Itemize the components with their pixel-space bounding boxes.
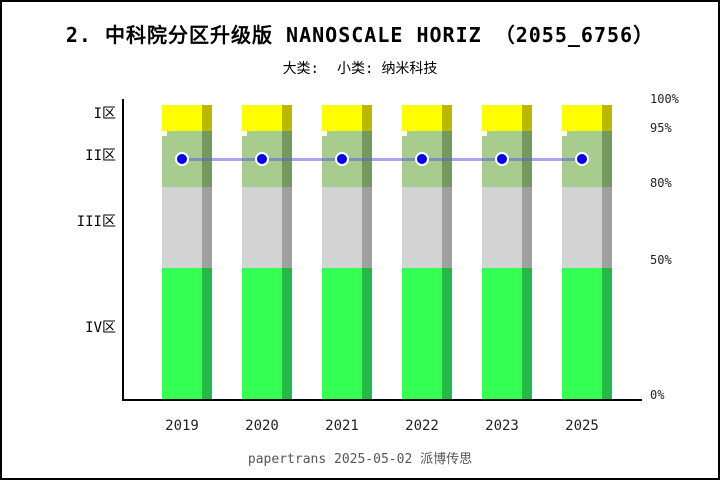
bar-2019-zone-1-shadow <box>202 105 212 131</box>
bar-2023-zone-3 <box>482 187 522 268</box>
x-axis-line <box>122 399 642 401</box>
bar-2020-zone-1 <box>242 105 282 131</box>
bar-2020-zone-4-shadow <box>282 268 292 399</box>
chart-title: 2. 中科院分区升级版 NANOSCALE HORIZ （2055_6756） <box>65 23 655 47</box>
bar-2020-zone-3 <box>242 187 282 268</box>
bar-2019-zone-3-shadow <box>202 187 212 268</box>
y-tick-95: 95% <box>650 121 672 135</box>
percentile-trend-line <box>182 158 582 161</box>
minor-category-value: 纳米科技 <box>381 61 438 77</box>
bar-2021-zone-4 <box>322 268 362 399</box>
bar-2025-zone-1-shadow <box>602 105 612 131</box>
y-tick-80: 80% <box>650 176 672 190</box>
bar-2019-zone-1 <box>162 105 202 131</box>
bar-2025-zone-3 <box>562 187 602 268</box>
bar-2020-zone-1-shadow <box>282 105 292 131</box>
bar-2023-zone-1-shadow <box>522 105 532 131</box>
bar-2023-zone-4 <box>482 268 522 399</box>
bar-2022-zone-1-shadow <box>442 105 452 131</box>
bar-2022-zone-4-shadow <box>442 268 452 399</box>
bar-2019-notch <box>161 131 167 136</box>
bar-2022-zone-3 <box>402 187 442 268</box>
bar-2022-zone-3-shadow <box>442 187 452 268</box>
bar-2020-zone-4 <box>242 268 282 399</box>
bar-2021-zone-1 <box>322 105 362 131</box>
bar-2025-zone-1 <box>562 105 602 131</box>
bar-2021-zone-1-shadow <box>362 105 372 131</box>
bar-2019-zone-4 <box>162 268 202 399</box>
x-label-2025: 2025 <box>565 418 599 434</box>
percentile-dot-2020 <box>255 152 269 166</box>
percentile-dot-2022 <box>415 152 429 166</box>
y-axis-line <box>122 99 124 401</box>
bar-2023-zone-4-shadow <box>522 268 532 399</box>
chart-subtitle: 大类: 小类: 纳米科技 <box>2 58 718 78</box>
bar-2025-notch <box>561 131 567 136</box>
bar-2020-notch <box>241 131 247 136</box>
percentile-dot-2025 <box>575 152 589 166</box>
bar-2025-zone-4-shadow <box>602 268 612 399</box>
y-tick-50: 50% <box>650 253 672 267</box>
x-label-2021: 2021 <box>325 418 359 434</box>
zone-label-3: III区 <box>76 214 116 230</box>
bar-2021-zone-4-shadow <box>362 268 372 399</box>
y-tick-0: 0% <box>650 388 665 402</box>
x-label-2022: 2022 <box>405 418 439 434</box>
bar-2019-zone-4-shadow <box>202 268 212 399</box>
y-tick-100: 100% <box>650 92 679 106</box>
percentile-dot-2021 <box>335 152 349 166</box>
minor-category-label: 小类: <box>337 61 374 77</box>
bar-2023-zone-3-shadow <box>522 187 532 268</box>
bar-2021-zone-3-shadow <box>362 187 372 268</box>
footer-credit: papertrans 2025-05-02 派博传思 <box>247 452 473 467</box>
bar-2025-zone-3-shadow <box>602 187 612 268</box>
major-category-label: 大类: <box>282 61 319 77</box>
x-label-2023: 2023 <box>485 418 519 434</box>
zone-label-2: II区 <box>85 148 116 164</box>
bar-2021-zone-3 <box>322 187 362 268</box>
bar-2025-zone-2-shadow <box>602 131 612 187</box>
bar-2022-zone-4 <box>402 268 442 399</box>
bar-2020-zone-3-shadow <box>282 187 292 268</box>
zone-label-4: IV区 <box>85 320 116 336</box>
percentile-dot-2019 <box>175 152 189 166</box>
bar-2023-zone-1 <box>482 105 522 131</box>
bar-2022-zone-1 <box>402 105 442 131</box>
zone-label-1: I区 <box>93 106 116 122</box>
bar-2023-notch <box>481 131 487 136</box>
bar-2022-notch <box>401 131 407 136</box>
percentile-dot-2023 <box>495 152 509 166</box>
bar-2021-notch <box>321 131 327 136</box>
bar-2025-zone-4 <box>562 268 602 399</box>
x-label-2020: 2020 <box>245 418 279 434</box>
bar-2019-zone-3 <box>162 187 202 268</box>
x-label-2019: 2019 <box>165 418 199 434</box>
